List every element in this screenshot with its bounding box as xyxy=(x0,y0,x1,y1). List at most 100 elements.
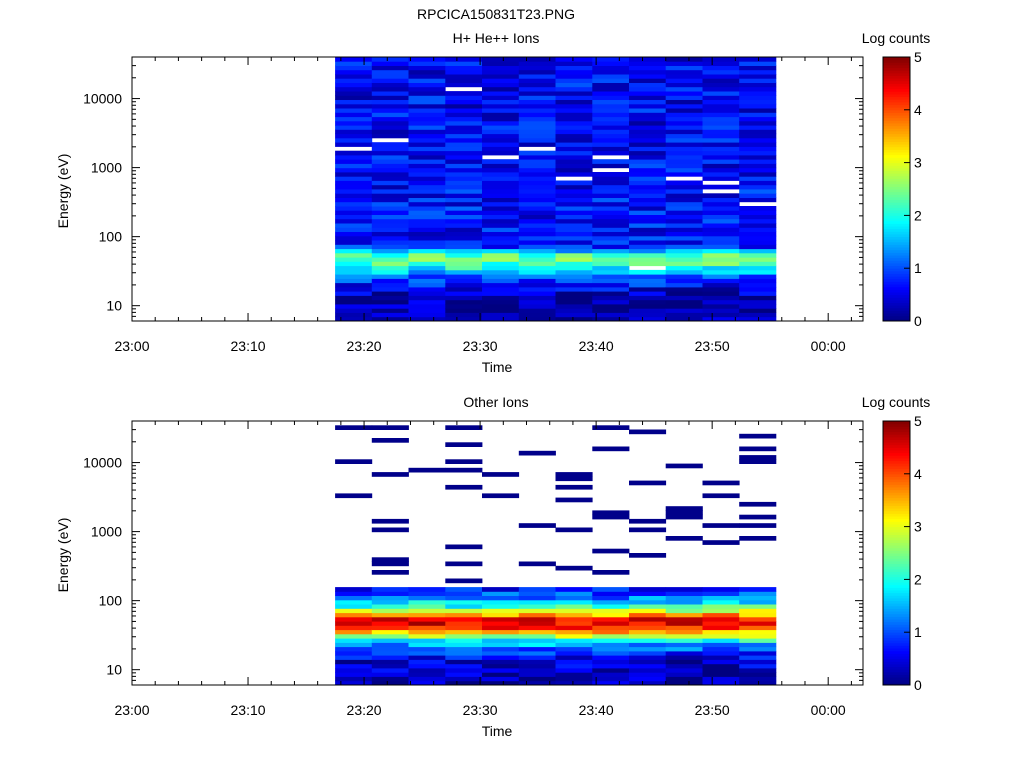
heatmap-cell xyxy=(555,565,593,571)
y-tick-label: 10000 xyxy=(83,455,122,471)
heatmap-cell xyxy=(482,282,520,288)
heatmap-cell xyxy=(335,425,373,430)
panel-1-plot-frame xyxy=(131,56,864,322)
heatmap-cell xyxy=(665,244,703,250)
heatmap-cell xyxy=(665,646,703,652)
colorbar-swatch xyxy=(883,645,910,649)
colorbar-swatch xyxy=(883,663,910,668)
heatmap-cell xyxy=(518,316,556,322)
heatmap-cell xyxy=(518,604,556,609)
heatmap-cell xyxy=(518,112,556,118)
colorbar-swatch xyxy=(883,516,910,520)
heatmap-cell xyxy=(592,74,630,79)
heatmap-cell xyxy=(408,642,446,648)
heatmap-cell xyxy=(739,69,777,75)
heatmap-cell xyxy=(555,142,593,147)
heatmap-cell xyxy=(445,112,483,118)
colorbar-swatch xyxy=(883,444,910,448)
heatmap-cell xyxy=(408,591,446,596)
heatmap-cell xyxy=(335,274,373,279)
heatmap-cell xyxy=(335,299,373,305)
panel-2-axes: 23:00 23:10 23:20 23:30 23:40 23:50 00:00 10 100… xyxy=(83,420,863,718)
colorbar-swatch xyxy=(883,59,910,63)
heatmap-cell xyxy=(445,116,483,122)
heatmap-cell xyxy=(518,587,556,592)
heatmap-cell xyxy=(592,514,630,520)
heatmap-cell xyxy=(371,282,409,288)
colorbar-swatch xyxy=(883,671,910,675)
heatmap-cell xyxy=(629,61,667,66)
heatmap-cell xyxy=(555,235,593,241)
heatmap-cell xyxy=(629,150,667,156)
heatmap-cell xyxy=(629,595,667,601)
heatmap-cell xyxy=(445,142,483,147)
heatmap-cell xyxy=(371,304,409,309)
colorbar-tick-label: 3 xyxy=(914,519,922,535)
heatmap-cell xyxy=(592,548,630,554)
heatmap-cell xyxy=(739,197,777,203)
heatmap-cell xyxy=(335,120,373,126)
colorbar-swatch xyxy=(883,616,910,620)
heatmap-cell xyxy=(739,142,777,147)
colorbar-swatch xyxy=(883,523,910,528)
heatmap-cell xyxy=(371,184,409,190)
heatmap-cell xyxy=(665,210,703,215)
colorbar-frame xyxy=(882,420,911,686)
heatmap-cell xyxy=(555,672,593,677)
heatmap-cell xyxy=(518,642,556,648)
colorbar-swatch xyxy=(883,117,910,121)
colorbar-swatch xyxy=(883,101,910,106)
heatmap-cell xyxy=(592,629,630,635)
heatmap-cell xyxy=(592,146,630,152)
heatmap-cell xyxy=(518,103,556,109)
heatmap-cell xyxy=(629,244,667,250)
heatmap-cell xyxy=(555,116,593,122)
heatmap-cell xyxy=(702,57,740,62)
heatmap-cell xyxy=(371,672,409,677)
heatmap-cell xyxy=(371,69,409,75)
heatmap-cell xyxy=(335,201,373,207)
heatmap-cell xyxy=(739,252,777,258)
heatmap-cell xyxy=(371,561,409,567)
heatmap-cell xyxy=(739,257,777,262)
heatmap-cell xyxy=(739,676,777,682)
heatmap-cell xyxy=(629,201,667,207)
heatmap-cell xyxy=(629,299,667,305)
heatmap-cell xyxy=(702,587,740,592)
heatmap-cell xyxy=(629,227,667,232)
heatmap-cell xyxy=(665,514,703,520)
heatmap-cell xyxy=(482,214,520,220)
heatmap-cell xyxy=(408,61,446,66)
heatmap-cell xyxy=(555,206,593,211)
heatmap-cell xyxy=(592,304,630,309)
y-tick-label: 1000 xyxy=(91,524,122,540)
heatmap-cell xyxy=(482,257,520,262)
heatmap-cell xyxy=(408,91,446,96)
heatmap-cell xyxy=(408,633,446,639)
heatmap-cell xyxy=(408,278,446,284)
heatmap-cell xyxy=(702,244,740,250)
panel-1-heatmap xyxy=(335,57,777,322)
heatmap-cell xyxy=(555,642,593,648)
x-tick-label: 23:30 xyxy=(463,702,498,718)
heatmap-cell xyxy=(592,82,630,88)
heatmap-cell xyxy=(371,286,409,292)
heatmap-cell xyxy=(739,108,777,113)
heatmap-cell xyxy=(482,103,520,109)
heatmap-cell xyxy=(371,599,409,605)
heatmap-cell xyxy=(665,82,703,88)
colorbar-swatch xyxy=(883,72,910,76)
heatmap-cell xyxy=(629,638,667,643)
y-tick-label: 10000 xyxy=(83,91,122,107)
heatmap-cell xyxy=(555,133,593,139)
heatmap-cell xyxy=(702,86,740,92)
heatmap-cell xyxy=(371,227,409,232)
heatmap-cell xyxy=(629,269,667,275)
heatmap-cell xyxy=(408,244,446,250)
heatmap-cell xyxy=(702,240,740,245)
heatmap-cell xyxy=(518,184,556,190)
heatmap-cell xyxy=(665,133,703,139)
heatmap-cell xyxy=(665,193,703,198)
heatmap-cell xyxy=(445,244,483,250)
heatmap-cell xyxy=(629,231,667,237)
